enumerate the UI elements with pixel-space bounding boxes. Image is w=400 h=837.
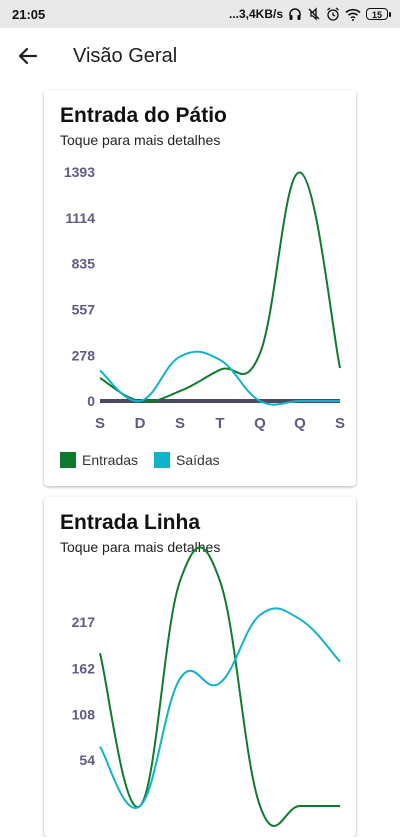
x-tick-label: S [175,415,185,432]
series-line-entradas [100,172,340,401]
x-tick-label: Q [294,415,306,432]
legend-item-entradas[interactable]: Entradas [60,452,138,468]
y-tick-label: 162 [72,661,96,677]
page-title: Visão Geral [73,45,177,68]
alarm-icon [326,7,340,21]
x-tick-label: D [135,415,146,432]
y-tick-label: 1114 [65,210,95,226]
headphones-icon [288,7,302,21]
network-speed: ...3,4KB/s [229,7,283,21]
x-tick-label: S [335,415,345,432]
series-line-sa-das [100,352,340,405]
chart-legend: Entradas Saídas [60,452,220,468]
y-tick-label: 1393 [64,164,95,180]
series-line-entradas [100,547,340,826]
legend-label-entradas: Entradas [82,452,138,468]
y-tick-label: 278 [72,347,96,363]
legend-label-saidas: Saídas [176,452,220,468]
mute-icon [307,7,321,21]
wifi-icon [345,8,361,21]
app-bar: Visão Geral [0,28,400,84]
x-tick-label: T [215,415,224,432]
status-icons: ...3,4KB/s 15 [229,7,388,21]
x-tick-label: Q [254,415,266,432]
y-tick-label: 557 [72,301,96,317]
legend-item-saidas[interactable]: Saídas [154,452,220,468]
x-tick-label: S [95,415,105,432]
series-line-sa-das [100,608,340,808]
y-tick-label: 54 [79,752,95,768]
y-tick-label: 0 [87,393,95,409]
y-tick-label: 217 [72,614,96,630]
status-bar: 21:05 ...3,4KB/s 15 [0,0,400,28]
status-time: 21:05 [12,7,45,22]
arrow-left-icon [18,46,38,66]
line-chart-entrada-patio: 0 278 557 835 1114 1393 S D S T Q Q S [44,90,356,450]
legend-swatch-entradas [60,452,76,468]
chart-card-entrada-linha[interactable]: Entrada Linha Toque para mais detalhes 5… [44,497,356,837]
battery-level: 15 [372,10,382,20]
back-button[interactable] [0,28,56,84]
legend-swatch-saidas [154,452,170,468]
line-chart-entrada-linha: 54 108 162 217 [44,497,356,837]
battery-icon: 15 [366,8,388,20]
y-tick-label: 835 [72,256,96,272]
y-tick-label: 108 [72,706,96,722]
chart-card-entrada-patio[interactable]: Entrada do Pátio Toque para mais detalhe… [44,90,356,486]
